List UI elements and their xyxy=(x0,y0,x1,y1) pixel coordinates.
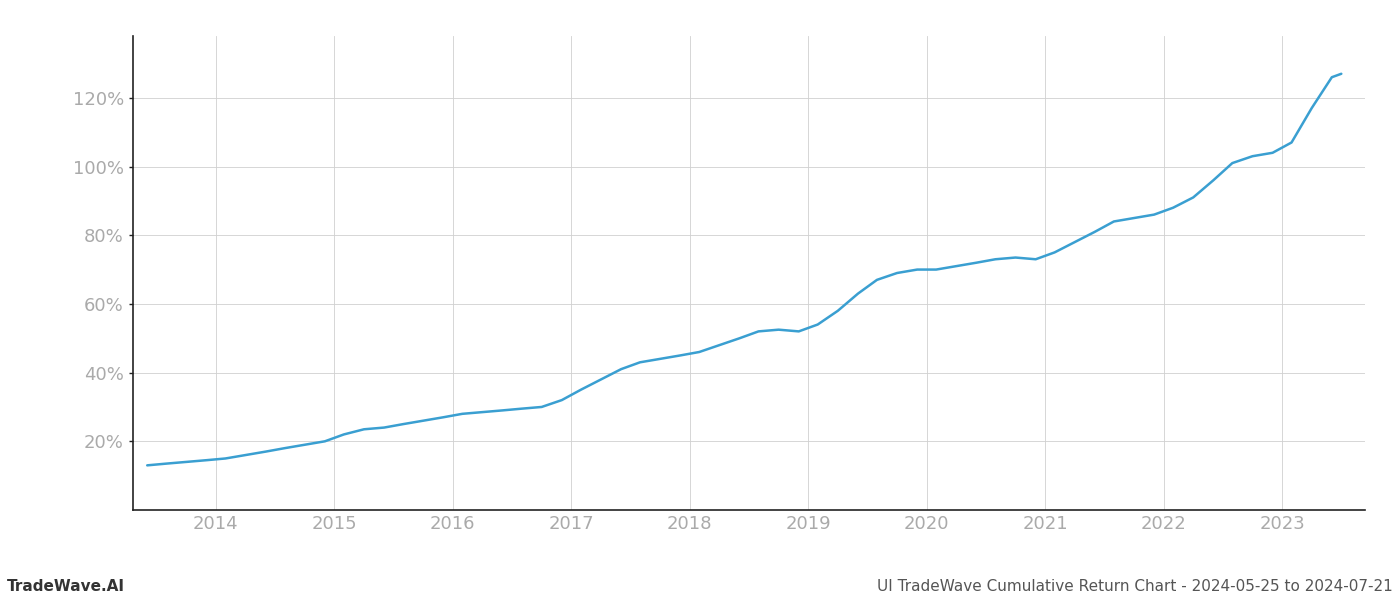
Text: TradeWave.AI: TradeWave.AI xyxy=(7,579,125,594)
Text: UI TradeWave Cumulative Return Chart - 2024-05-25 to 2024-07-21: UI TradeWave Cumulative Return Chart - 2… xyxy=(878,579,1393,594)
